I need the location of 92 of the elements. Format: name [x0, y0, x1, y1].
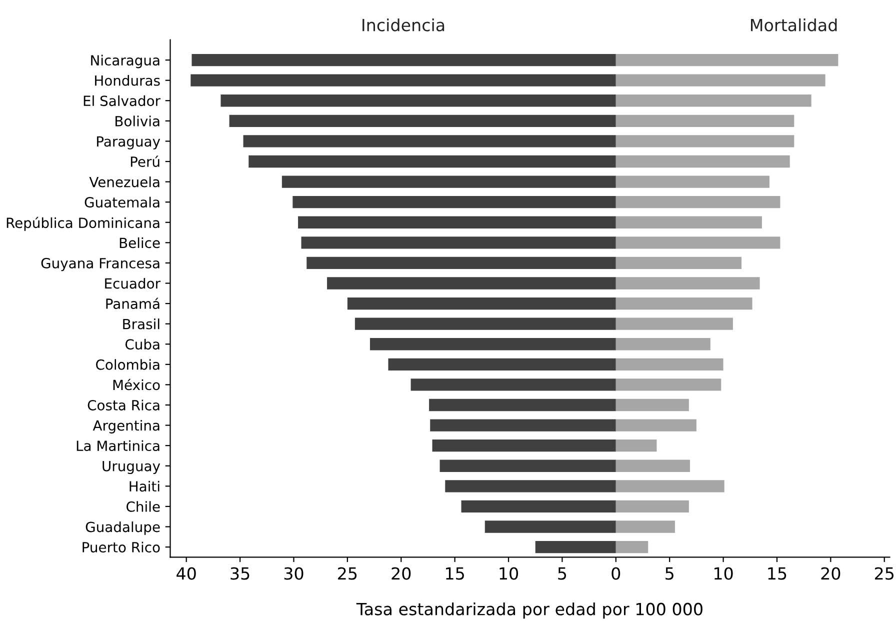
x-tick-label: 25: [874, 567, 894, 580]
bar: [220, 94, 616, 107]
bar: [616, 338, 710, 350]
y-tick-label: Guyana Francesa: [41, 258, 160, 272]
x-tick-label: 35: [230, 567, 250, 580]
bar: [616, 398, 689, 412]
bar: [616, 94, 812, 107]
bar: [243, 135, 616, 148]
bar: [484, 520, 616, 533]
y-tick-label: Costa Rica: [88, 400, 160, 410]
y-tick-label: Puerto Rico: [82, 542, 160, 552]
series-label: Mortalidad: [751, 18, 837, 32]
bar: [616, 520, 675, 533]
x-tick-label: 10: [500, 567, 518, 580]
bar: [535, 540, 616, 554]
y-tick-label: Paraguay: [97, 136, 160, 150]
x-axis-title: Tasa estandarizada por edad por 100 000: [356, 602, 702, 619]
x-tick-label: 15: [768, 567, 786, 580]
y-tick-label: Venezuela: [89, 176, 160, 188]
y-tick-label: Guadalupe: [86, 521, 160, 535]
y-tick-label: República Dominicana: [6, 216, 160, 231]
y-tick-label: Argentina: [92, 420, 160, 434]
bar: [432, 439, 616, 452]
bar: [616, 318, 733, 330]
bar: [306, 256, 616, 270]
x-tick-label: 40: [176, 567, 196, 580]
bar: [616, 54, 838, 66]
y-tick-label: Nicaragua: [91, 54, 160, 68]
bar: [616, 358, 724, 370]
bar: [616, 114, 794, 128]
y-tick-label: Brasil: [123, 318, 160, 330]
bar: [616, 439, 657, 452]
bar: [616, 176, 770, 188]
bar: [616, 378, 722, 391]
bar: [616, 135, 794, 148]
bar: [327, 277, 616, 290]
y-tick-label: Ecuador: [105, 278, 161, 289]
bar: [616, 236, 780, 249]
x-tick-label: 25: [338, 567, 357, 580]
x-tick-label: 20: [821, 567, 840, 580]
bar: [410, 378, 616, 391]
bar: [388, 358, 616, 370]
y-tick-label: Panamá: [106, 298, 160, 310]
x-tick-label: 10: [714, 567, 733, 580]
bar: [440, 460, 616, 472]
bar: [229, 114, 616, 128]
x-tick-label: 20: [392, 567, 411, 580]
bar: [192, 54, 616, 66]
bar: [616, 74, 826, 86]
bar: [616, 155, 790, 168]
y-tick-label: Colombia: [96, 359, 160, 370]
bar: [292, 196, 616, 208]
y-tick-label: México: [113, 378, 160, 390]
series-label: Incidencia: [362, 18, 444, 32]
y-tick-label: Bolivia: [116, 116, 160, 126]
bar: [616, 216, 762, 228]
bar: [298, 216, 616, 228]
y-tick-label: Belice: [120, 237, 160, 248]
x-tick-label: 5: [666, 567, 674, 580]
bar: [248, 155, 616, 168]
bar: [616, 480, 724, 492]
x-tick-label: 15: [446, 567, 464, 580]
bar: [354, 318, 616, 330]
bar: [461, 500, 616, 513]
bar: [429, 398, 616, 412]
bar: [616, 419, 696, 432]
bar: [301, 236, 616, 249]
bar: [616, 500, 689, 513]
bar: [347, 297, 616, 310]
bar: [616, 460, 690, 472]
y-tick-label: Uruguay: [102, 461, 160, 474]
y-tick-label: Chile: [126, 501, 160, 512]
x-tick-label: 0: [612, 567, 620, 580]
bar: [282, 176, 616, 188]
bar: [190, 74, 616, 86]
bar: [616, 277, 760, 290]
bar: [445, 480, 616, 492]
bar: [616, 540, 648, 554]
bar: [616, 256, 742, 270]
x-tick-label: 5: [558, 567, 566, 580]
y-tick-label: Honduras: [95, 75, 160, 86]
y-tick-label: Cuba: [125, 338, 160, 350]
bar: [616, 297, 752, 310]
x-tick-label: 30: [284, 567, 304, 580]
bar: [430, 419, 616, 432]
y-tick-label: El Salvador: [84, 95, 161, 106]
y-tick-label: Guatemala: [84, 196, 160, 208]
bar: [370, 338, 616, 350]
y-tick-label: Haiti: [130, 480, 160, 492]
y-tick-label: Perú: [130, 156, 160, 167]
y-tick-label: La Martinica: [76, 440, 160, 452]
bar: [616, 196, 780, 208]
